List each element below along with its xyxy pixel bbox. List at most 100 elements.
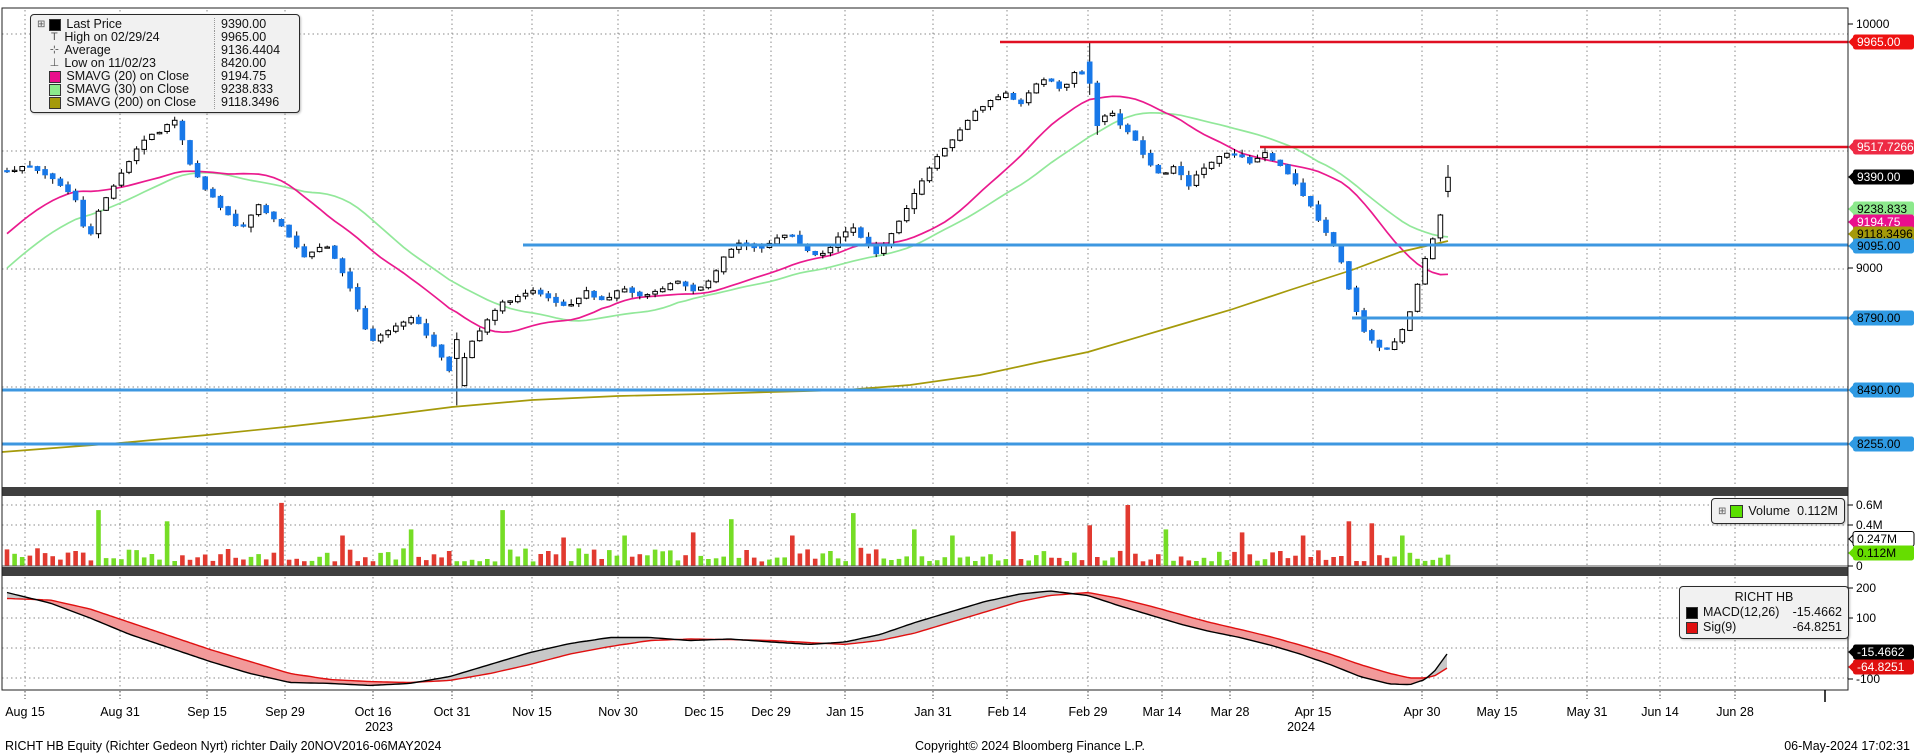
- svg-text:8255.00: 8255.00: [1857, 437, 1901, 451]
- legend-swatch: [49, 70, 62, 83]
- legend-label: MACD(12,26): [1703, 605, 1780, 619]
- svg-text:Sep 15: Sep 15: [187, 705, 227, 719]
- svg-text:Feb 14: Feb 14: [988, 705, 1027, 719]
- legend-value: 9194.75: [214, 70, 293, 83]
- svg-text:Aug 15: Aug 15: [5, 705, 45, 719]
- status-bar: RICHT HB Equity (Richter Gedeon Nyrt) ri…: [0, 737, 1916, 755]
- svg-text:-64.8251: -64.8251: [1857, 660, 1905, 674]
- candles: [4, 42, 1451, 406]
- svg-text:0.112M: 0.112M: [1857, 546, 1896, 560]
- svg-text:2023: 2023: [365, 720, 393, 734]
- svg-text:May 15: May 15: [1477, 705, 1518, 719]
- svg-text:100: 100: [1856, 611, 1876, 625]
- legend-swatch: [1686, 606, 1698, 619]
- svg-text:Dec 15: Dec 15: [684, 705, 724, 719]
- legend-swatch: [1686, 621, 1698, 634]
- legend-label: High on 02/29/24: [64, 30, 160, 44]
- legend-value: 9136.4404: [214, 44, 293, 57]
- volume-legend[interactable]: ⊞ Volume 0.112M: [1711, 498, 1845, 524]
- legend-value: -15.4662: [1792, 605, 1842, 619]
- svg-text:9965.00: 9965.00: [1857, 35, 1901, 49]
- svg-text:8790.00: 8790.00: [1857, 311, 1901, 325]
- macd-legend-title: RICHT HB: [1734, 590, 1794, 604]
- average-marker-icon: ⊹: [49, 44, 59, 56]
- svg-text:2024: 2024: [1287, 720, 1315, 734]
- legend-swatch: [49, 18, 62, 31]
- svg-text:-100: -100: [1856, 672, 1880, 686]
- legend-label: SMAVG (20) on Close: [66, 69, 190, 83]
- right-axis: 10000 9965.00 9517.7266 9390.00 9238.8339194…: [1848, 17, 1915, 686]
- svg-text:Apr 15: Apr 15: [1295, 705, 1332, 719]
- high-marker-icon: T: [51, 31, 58, 43]
- price-legend[interactable]: ⊞ Last Price 9390.00⊞ T High on 02/29/24 9965…: [30, 14, 300, 113]
- legend-value: 9965.00: [214, 31, 293, 44]
- macd-fill: [7, 591, 1447, 686]
- security-description: RICHT HB Equity (Richter Gedeon Nyrt) ri…: [5, 739, 442, 753]
- plot-frame: [1, 7, 1849, 691]
- svg-text:8490.00: 8490.00: [1857, 383, 1901, 397]
- svg-text:Aug 31: Aug 31: [100, 705, 140, 719]
- expand-icon[interactable]: ⊞: [1718, 505, 1727, 517]
- legend-label: Low on 11/02/23: [64, 56, 156, 70]
- legend-label: SMAVG (200) on Close: [66, 95, 197, 109]
- volume-legend-label: Volume: [1748, 504, 1791, 518]
- svg-text:Oct 16: Oct 16: [355, 705, 392, 719]
- svg-text:Oct 31: Oct 31: [434, 705, 471, 719]
- svg-text:9517.7266: 9517.7266: [1857, 140, 1914, 154]
- legend-label: Last Price: [66, 17, 122, 31]
- legend-value: 9238.833: [214, 83, 293, 96]
- chart-canvas[interactable]: 100009965.009517.72669390.009238.8339194…: [0, 0, 1916, 737]
- macd-signal-line: [6, 591, 1448, 684]
- svg-text:0: 0: [1856, 559, 1863, 573]
- sma30-line: [6, 111, 1449, 322]
- svg-text:-15.4662: -15.4662: [1857, 645, 1905, 659]
- svg-text:Apr 30: Apr 30: [1404, 705, 1441, 719]
- legend-swatch: [49, 83, 62, 96]
- svg-text:10000: 10000: [1856, 17, 1890, 31]
- macd-legend-row: Sig(9) -64.8251: [1686, 620, 1842, 635]
- legend-row: ⊞ Last Price 9390.00: [37, 18, 293, 31]
- copyright-text: Copyright© 2024 Bloomberg Finance L.P.: [915, 739, 1145, 753]
- macd-legend[interactable]: RICHT HB MACD(12,26) -15.4662 Sig(9) -64.82…: [1679, 586, 1849, 639]
- svg-text:0.4M: 0.4M: [1856, 518, 1883, 532]
- sma20-line: [6, 95, 1449, 334]
- svg-text:Nov 15: Nov 15: [512, 705, 552, 719]
- expand-icon[interactable]: ⊞: [37, 19, 46, 30]
- price-marker-lines[interactable]: [2, 40, 1848, 446]
- volume-legend-value: 0.112M: [1797, 504, 1838, 518]
- svg-text:Jun 28: Jun 28: [1716, 705, 1754, 719]
- svg-text:Dec 29: Dec 29: [751, 705, 791, 719]
- svg-text:Mar 14: Mar 14: [1143, 705, 1182, 719]
- legend-label: Sig(9): [1703, 620, 1737, 634]
- x-axis: Aug 15 Aug 31 Sep 15 Sep 29 Oct 16 Oct 31 Nov …: [5, 690, 1826, 734]
- svg-text:9118.3496: 9118.3496: [1857, 227, 1913, 241]
- sma200-line: [1, 240, 1449, 453]
- volume-bars: [2, 502, 1848, 567]
- legend-swatch: [49, 96, 62, 109]
- legend-label: SMAVG (30) on Close: [66, 82, 190, 96]
- gridlines: [2, 10, 1848, 688]
- legend-value: 9390.00: [214, 18, 293, 31]
- svg-text:9194.75: 9194.75: [1857, 215, 1901, 229]
- svg-text:Feb 29: Feb 29: [1069, 705, 1108, 719]
- svg-text:May 31: May 31: [1567, 705, 1608, 719]
- svg-text:9390.00: 9390.00: [1857, 170, 1901, 184]
- svg-text:9238.833: 9238.833: [1857, 202, 1907, 216]
- timestamp: 06-May-2024 17:02:31: [1784, 739, 1910, 753]
- svg-text:200: 200: [1856, 581, 1876, 595]
- svg-text:Jan 15: Jan 15: [826, 705, 864, 719]
- panel-separators: [2, 487, 1848, 576]
- svg-text:0.6M: 0.6M: [1856, 498, 1883, 512]
- svg-text:9095.00: 9095.00: [1857, 239, 1901, 253]
- svg-text:9000: 9000: [1856, 261, 1883, 275]
- svg-text:0.247M: 0.247M: [1857, 532, 1897, 546]
- svg-text:Jan 31: Jan 31: [914, 705, 952, 719]
- legend-value: 9118.3496: [214, 96, 293, 109]
- svg-text:Sep 29: Sep 29: [265, 705, 305, 719]
- macd-line: [6, 590, 1448, 687]
